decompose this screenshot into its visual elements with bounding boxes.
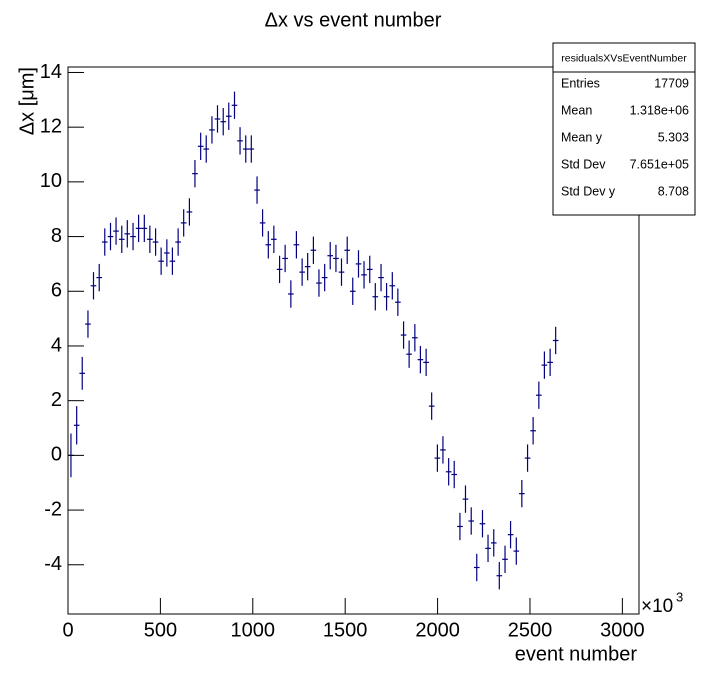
x-tick-label: 1000 — [231, 619, 276, 641]
y-tick-label: 6 — [51, 280, 62, 302]
stats-value: 5.303 — [658, 130, 689, 144]
y-tick-label: 2 — [51, 389, 62, 411]
stats-label: Mean — [561, 103, 592, 117]
x-tick-label: 1500 — [323, 619, 368, 641]
stats-value: 7.651e+05 — [630, 157, 689, 171]
x-tick-label: 2500 — [508, 619, 553, 641]
y-axis-label: Δx [μm] — [16, 67, 38, 135]
y-tick-label: 4 — [51, 334, 62, 356]
stats-value: 17709 — [654, 76, 689, 90]
y-tick-label: 12 — [40, 115, 62, 137]
y-tick-label: 8 — [51, 225, 62, 247]
stats-value: 8.708 — [658, 184, 689, 198]
x-multiplier: ×10 — [641, 596, 673, 617]
stats-label: Mean y — [561, 130, 603, 144]
x-tick-label: 3000 — [600, 619, 645, 641]
stats-box: residualsXVsEventNumber Entries 17709 Mean 1… — [552, 42, 696, 216]
y-tick-label: -2 — [44, 498, 62, 520]
stats-label: Entries — [561, 76, 600, 90]
stats-label: Std Dev — [561, 157, 606, 171]
y-tick-label: 10 — [40, 170, 62, 192]
x-multiplier-exponent: 3 — [676, 589, 683, 604]
stats-label: Std Dev y — [561, 184, 616, 198]
chart-title: Δx vs event number — [265, 9, 442, 31]
x-tick-label: 2000 — [415, 619, 460, 641]
stats-value: 1.318e+06 — [630, 103, 689, 117]
y-tick-label: 14 — [40, 61, 62, 83]
y-tick-label: 0 — [51, 444, 62, 466]
x-axis-label: event number — [515, 643, 638, 665]
x-tick-label: 500 — [144, 619, 177, 641]
y-tick-label: -4 — [44, 553, 62, 575]
x-tick-label: 0 — [62, 619, 73, 641]
stats-title: residualsXVsEventNumber — [561, 52, 687, 64]
plot-frame — [67, 66, 640, 615]
